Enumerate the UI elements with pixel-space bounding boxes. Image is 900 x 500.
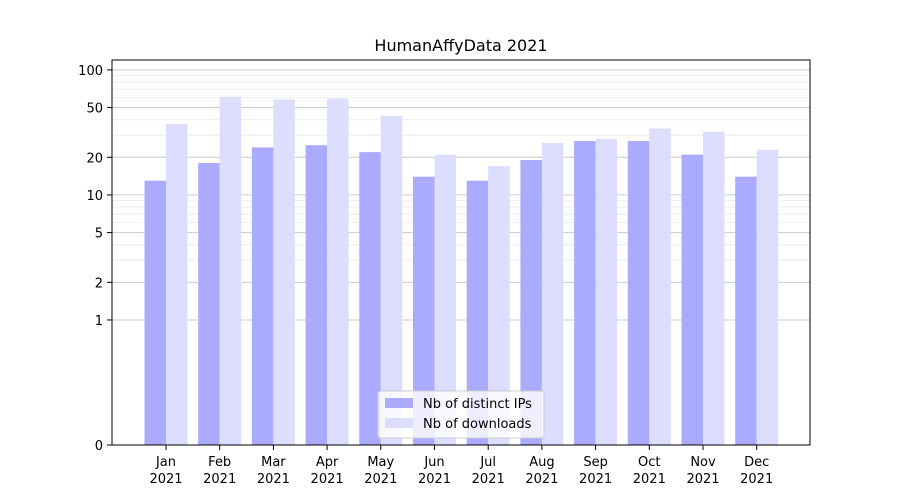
ticks-layer: 0 1 2 5 10 20 50 100 Jan 2021 Feb 2021 Mar 2021 Apr 202… (78, 64, 773, 487)
bar-distinct-ips (520, 160, 542, 445)
y-tick-label: 10 (86, 189, 103, 204)
bar-distinct-ips (735, 176, 757, 445)
bar-downloads (219, 96, 242, 445)
x-tick-label-month: Sep (583, 455, 608, 470)
x-tick-label-month: Aug (529, 455, 554, 470)
x-tick-label-month: Jun (423, 455, 444, 470)
bar-distinct-ips (144, 180, 166, 445)
bar-downloads (488, 166, 510, 445)
bar-distinct-ips (413, 176, 435, 445)
bar-downloads (273, 99, 295, 446)
x-tick-label-month: Jan (155, 455, 176, 470)
bar-downloads (380, 115, 403, 445)
y-tick-label: 2 (95, 276, 103, 291)
bar-downloads (541, 143, 564, 445)
bar-distinct-ips (574, 140, 596, 445)
bar-downloads (756, 149, 779, 446)
bar-distinct-ips (198, 163, 220, 445)
bar-distinct-ips (359, 152, 381, 445)
bar-downloads (649, 128, 671, 445)
x-tick-label-year: 2021 (579, 472, 612, 487)
x-tick-label-month: Oct (638, 455, 660, 470)
bar-distinct-ips (305, 145, 328, 445)
x-tick-label-month: Nov (690, 455, 716, 470)
bar-downloads (434, 154, 456, 446)
x-tick-label-month: Feb (208, 455, 231, 470)
x-tick-label-year: 2021 (418, 472, 451, 487)
x-tick-label-month: Jul (479, 455, 496, 470)
x-tick-label-year: 2021 (311, 472, 344, 487)
x-tick-label-year: 2021 (633, 472, 666, 487)
bar-distinct-ips (251, 147, 274, 446)
bar-distinct-ips (466, 180, 489, 445)
x-tick-label-month: May (367, 455, 394, 470)
x-tick-label-year: 2021 (364, 472, 397, 487)
bars-layer (144, 96, 779, 446)
y-tick-label: 50 (86, 102, 103, 117)
legend: Nb of distinct IPs Nb of downloads (377, 390, 545, 439)
legend-box (377, 390, 545, 439)
legend-swatch (385, 398, 413, 408)
legend-label: Nb of distinct IPs (423, 397, 532, 412)
bar-downloads (327, 98, 349, 446)
legend-swatch (385, 418, 413, 428)
legend-label: Nb of downloads (423, 417, 532, 432)
chart-title: HumanAffyData 2021 (374, 36, 547, 55)
x-tick-label-year: 2021 (525, 472, 558, 487)
x-tick-label-year: 2021 (740, 472, 773, 487)
bar-downloads (703, 131, 725, 445)
y-tick-label: 20 (86, 151, 103, 166)
x-tick-label-year: 2021 (149, 472, 182, 487)
bar-distinct-ips (627, 140, 650, 445)
y-tick-label: 1 (95, 314, 103, 329)
bar-downloads (595, 139, 618, 445)
plot-frame (111, 59, 811, 446)
x-tick-label-month: Mar (261, 455, 286, 470)
x-tick-label-year: 2021 (686, 472, 719, 487)
x-tick-label-month: Apr (316, 455, 339, 470)
x-tick-label-year: 2021 (257, 472, 290, 487)
bar-downloads (166, 123, 188, 445)
y-tick-label: 5 (95, 227, 103, 242)
bar-distinct-ips (681, 154, 703, 446)
y-tick-label: 0 (95, 439, 103, 454)
x-tick-label-year: 2021 (203, 472, 236, 487)
x-tick-label-month: Dec (744, 455, 769, 470)
y-tick-label: 100 (78, 64, 103, 79)
x-tick-label-year: 2021 (472, 472, 505, 487)
